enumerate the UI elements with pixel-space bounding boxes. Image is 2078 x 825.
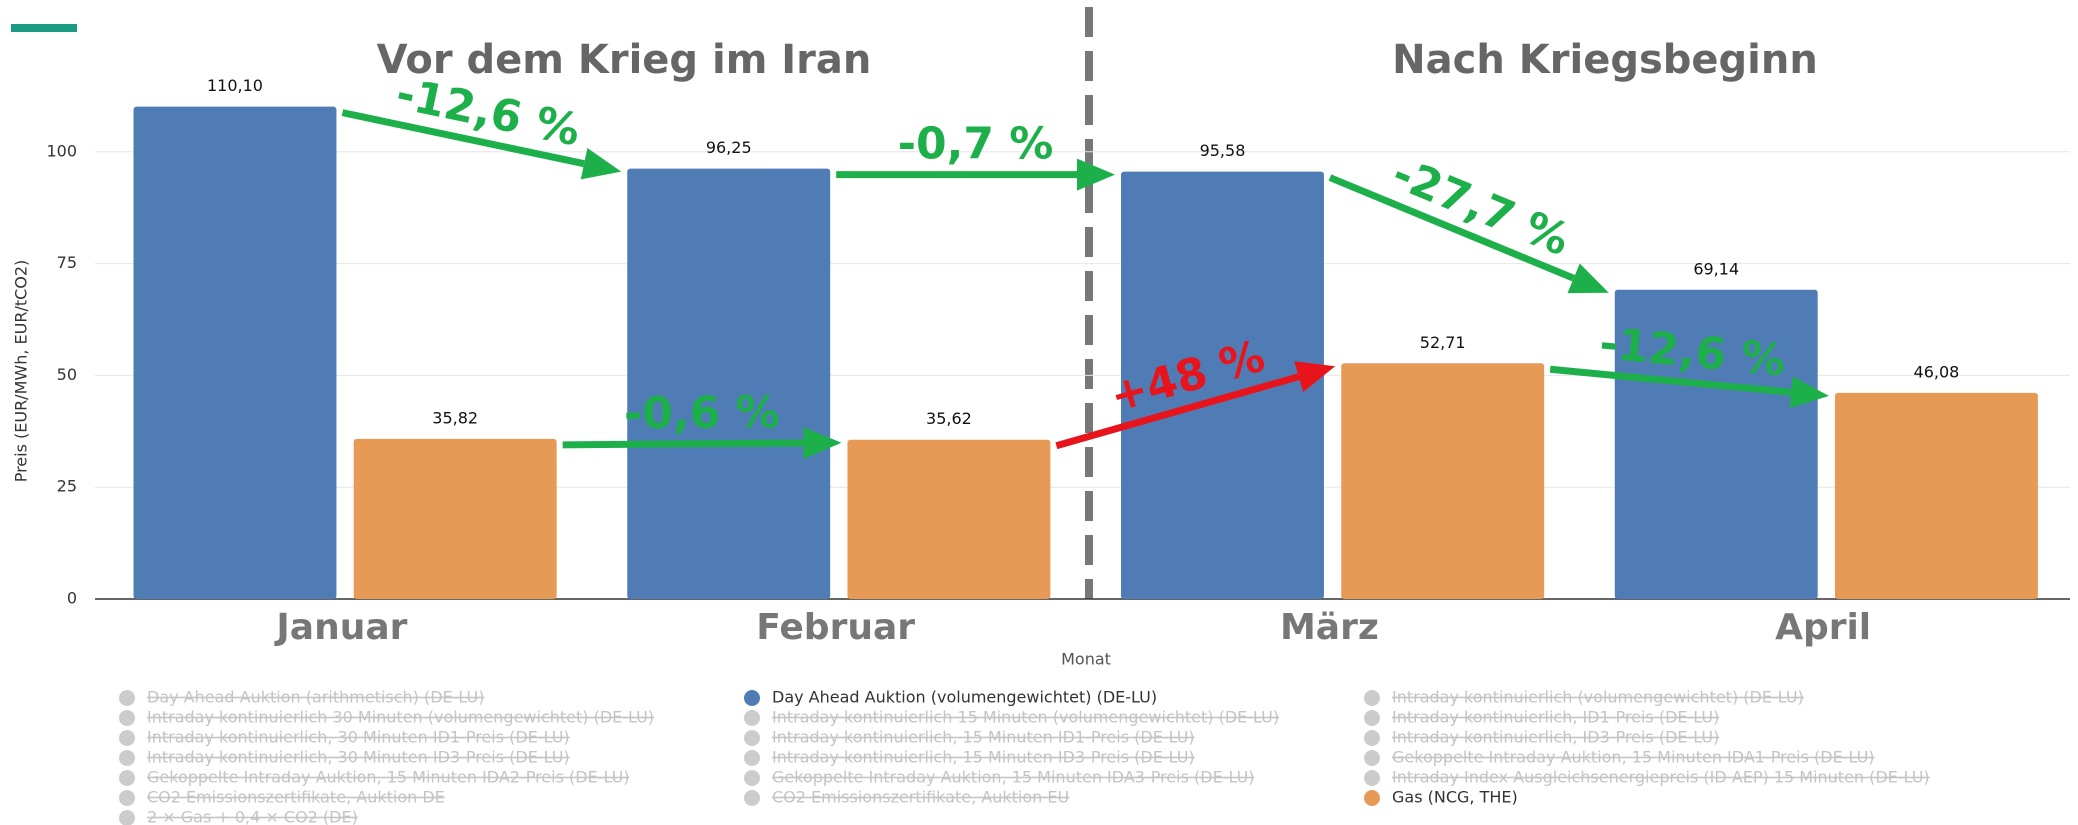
- brand-bar: [11, 24, 77, 32]
- legend-label: CO2 Emissionszertifikate, Auktion DE: [147, 788, 445, 807]
- legend-label: Intraday kontinuierlich, 30 Minuten ID1-…: [147, 728, 570, 747]
- bar: [1341, 363, 1545, 599]
- arrow-head: [1567, 263, 1609, 294]
- legend-marker: [119, 810, 135, 825]
- legend-marker: [1364, 710, 1380, 726]
- legend-marker: [119, 690, 135, 706]
- legend-marker: [1364, 790, 1380, 806]
- x-tick-label: März: [1280, 607, 1379, 648]
- legend-marker: [1364, 730, 1380, 746]
- legend-label: Intraday kontinuierlich, 15 Minuten ID3-…: [772, 748, 1195, 767]
- section-title: Vor dem Krieg im Iran: [377, 37, 872, 83]
- arrow-head: [1789, 376, 1829, 409]
- legend-label: Intraday kontinuierlich 15 Minuten (volu…: [772, 708, 1279, 727]
- legend-marker: [119, 710, 135, 726]
- legend-label: Intraday kontinuierlich, ID3-Preis (DE-L…: [1392, 728, 1719, 747]
- legend-marker: [744, 690, 760, 706]
- legend-marker: [744, 750, 760, 766]
- data-label: 52,71: [1420, 333, 1466, 352]
- arrow-shaft: [1328, 174, 1575, 282]
- x-tick-label: Januar: [273, 607, 407, 648]
- x-tick-label: Februar: [756, 607, 915, 648]
- arrow-head: [580, 148, 622, 180]
- annotation: -0,6 %: [624, 387, 780, 439]
- arrow-head: [1294, 361, 1336, 393]
- legend-marker: [744, 770, 760, 786]
- y-tick-label: 75: [57, 253, 77, 272]
- legend-marker: [119, 770, 135, 786]
- x-tick-label: April: [1775, 607, 1871, 648]
- annotation: -0,7 %: [898, 119, 1054, 170]
- legend-marker: [119, 790, 135, 806]
- legend-marker: [1364, 750, 1380, 766]
- data-label: 95,58: [1200, 141, 1246, 160]
- legend-label: Intraday Index Ausgleichsenergiepreis (I…: [1392, 768, 1930, 787]
- bar: [1614, 289, 1818, 599]
- legend-marker: [1364, 690, 1380, 706]
- y-tick-label: 0: [67, 589, 77, 608]
- data-label: 46,08: [1914, 362, 1960, 381]
- data-label: 69,14: [1693, 259, 1739, 278]
- legend-label: Gekoppelte Intraday Auktion, 15 Minuten …: [772, 768, 1255, 787]
- legend-label: Intraday kontinuierlich 30 Minuten (volu…: [147, 708, 654, 727]
- legend-label: CO2 Emissionszertifikate, Auktion EU: [772, 788, 1069, 807]
- data-label: 110,10: [207, 76, 263, 95]
- data-label: 96,25: [706, 138, 752, 157]
- legend-marker: [744, 790, 760, 806]
- legend-marker: [119, 750, 135, 766]
- legend-label: Intraday kontinuierlich, ID1-Preis (DE-L…: [1392, 708, 1719, 727]
- legend-marker: [119, 730, 135, 746]
- legend-marker: [1364, 770, 1380, 786]
- legend-label: Gekoppelte Intraday Auktion, 15 Minuten …: [147, 768, 630, 787]
- section-title: Nach Kriegsbeginn: [1392, 37, 1818, 83]
- legend-label: Intraday kontinuierlich, 30 Minuten ID3-…: [147, 748, 570, 767]
- legend-marker: [744, 710, 760, 726]
- arrow-head: [1077, 158, 1116, 191]
- data-label: 35,82: [432, 408, 478, 427]
- legend-label: Day Ahead Auktion (volumengewichtet) (DE…: [772, 688, 1157, 707]
- legend-marker: [744, 730, 760, 746]
- legend-label: Day Ahead Auktion (arithmetisch) (DE-LU): [147, 688, 485, 707]
- legend-label: Intraday kontinuierlich, 15 Minuten ID1-…: [772, 728, 1195, 747]
- arrow-shaft: [1549, 365, 1792, 396]
- legend-label: Intraday kontinuierlich (volumengewichte…: [1392, 688, 1804, 707]
- y-tick-label: 25: [57, 477, 77, 496]
- bar: [1121, 171, 1324, 600]
- bar: [1834, 392, 2038, 599]
- legend-label: 2 × Gas + 0,4 × CO2 (DE): [147, 808, 358, 825]
- arrow-shaft: [1055, 373, 1300, 450]
- arrow-head: [803, 426, 842, 459]
- data-label: 35,62: [926, 409, 972, 428]
- arrow-shaft: [341, 109, 585, 168]
- y-tick-label: 100: [46, 141, 77, 160]
- arrow-shaft: [562, 439, 804, 449]
- bar: [627, 168, 831, 599]
- bar: [133, 106, 337, 599]
- bar: [353, 438, 557, 599]
- x-axis-label: Monat: [1061, 650, 1111, 669]
- y-axis-label: Preis (EUR/MWh, EUR/tCO2): [12, 260, 31, 483]
- annotation: -27,7 %: [1385, 148, 1577, 266]
- legend-label: Gas (NCG, THE): [1392, 788, 1518, 807]
- legend-label: Gekoppelte Intraday Auktion, 15 Minuten …: [1392, 748, 1875, 767]
- bar: [847, 439, 1051, 599]
- y-tick-label: 50: [57, 365, 77, 384]
